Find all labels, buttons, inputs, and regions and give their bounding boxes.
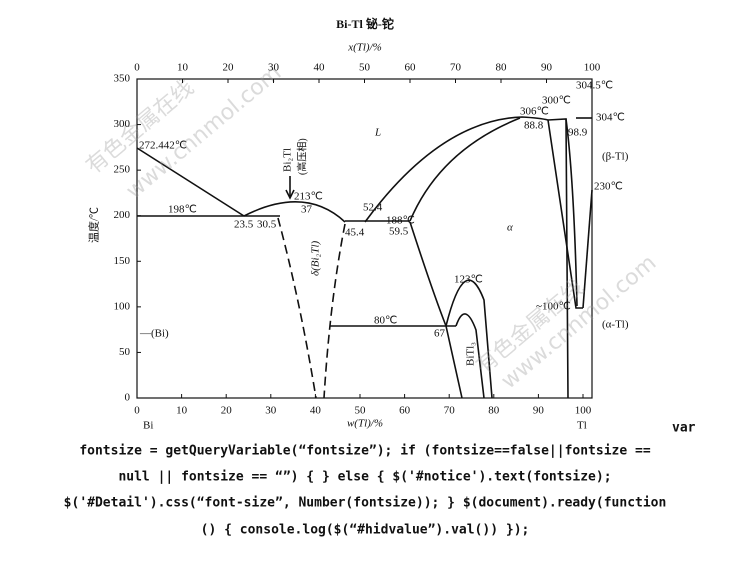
y-tick-label: 350 [114,73,131,85]
annotation: L [374,127,381,139]
y-tick-label: 100 [114,300,131,312]
annotation: —(Bi) [139,328,169,340]
bottom-tick-label: 0 [134,405,140,417]
top-tick-label: 40 [314,62,326,74]
annotation: BiTl₃ [465,342,477,366]
annotation: 198℃ [168,204,197,216]
annotation: Bi₂Tl [282,148,294,172]
top-tick-label: 10 [177,62,189,74]
annotation: 306℃ [520,106,549,118]
top-axis-label: x(Tl)/% [347,42,382,54]
y-tick-label: 250 [114,164,131,176]
y-tick-label: 300 [114,118,131,130]
bottom-tick-label: 100 [575,405,592,417]
bottom-tick-label: 40 [310,405,322,417]
top-tick-label: 30 [268,62,280,74]
annotation: 230℃ [594,181,623,193]
annotation: 304.5℃ [576,80,613,92]
top-tick-label: 90 [541,62,553,74]
bottom-tick-label: 50 [355,405,367,417]
y-tick-label: 150 [114,255,131,267]
annotation: 80℃ [374,315,397,327]
annotation: ~100℃ [536,301,571,313]
annotation: 52.4 [363,202,383,214]
top-tick-label: 20 [223,62,235,74]
bottom-tick-label: 60 [399,405,411,417]
annotation: 123℃ [454,274,483,286]
bottom-axis-label: w(Tl)/% [347,418,383,430]
annotation: (β-Tl) [602,151,629,163]
top-tick-label: 50 [359,62,371,74]
code-text: var fontsize = getQueryVariable(“fontsiz… [64,421,696,538]
bottom-tick-label: 90 [533,405,545,417]
annotation: 59.5 [389,226,409,238]
y-tick-label: 200 [114,209,131,221]
annotation: 67 [434,328,446,340]
code-line: $('#Detail').css(“font-size”, Number(fon… [64,496,667,511]
annotation: 37 [301,204,313,216]
annotation: 23.5 [234,219,254,231]
end-label: Tl [577,420,587,432]
annotation: (α-Tl) [602,319,629,331]
top-tick-label: 60 [405,62,417,74]
bottom-tick-label: 10 [176,405,188,417]
code-line: () { console.log($(“#hidvalue”).val()) }… [201,523,530,538]
annotation: 213℃ [294,191,323,203]
annotation: 30.5 [257,219,277,231]
annotation: δ(Bi₂Tl) [310,240,322,276]
y-axis-label: 温度/℃ [87,207,101,243]
annotation: 188℃ [386,215,415,227]
title: Bi-Tl 铋-铊 [336,16,394,31]
annotation: 45.4 [345,227,365,239]
phase-curves [136,116,593,399]
bottom-tick-label: 70 [444,405,456,417]
top-tick-label: 70 [450,62,462,74]
annotation: 300℃ [542,95,571,107]
annotation: 88.8 [524,120,544,132]
code-line: var [672,421,696,436]
annotation: α [507,222,513,234]
annotation: 98.9 [568,127,588,139]
y-tick-label: 50 [119,346,131,358]
top-tick-label: 0 [134,62,140,74]
code-line: fontsize = getQueryVariable(“fontsize”);… [79,444,651,459]
y-tick-label: 0 [125,392,131,404]
annotation: (高压相) [295,138,308,175]
end-label: Bi [143,420,153,432]
bottom-tick-label: 20 [221,405,233,417]
code-line: null || fontsize == “”) { } else { $('#n… [118,470,611,485]
annotation: 304℃ [596,112,625,124]
annotations: 272.442℃ 198℃ 23.5 30.5 Bi₂Tl (高压相) 213℃… [139,80,629,366]
annotation: 272.442℃ [139,140,187,152]
bottom-tick-label: 80 [488,405,500,417]
top-tick-label: 100 [584,62,601,74]
bottom-tick-label: 30 [265,405,277,417]
top-tick-label: 80 [496,62,508,74]
